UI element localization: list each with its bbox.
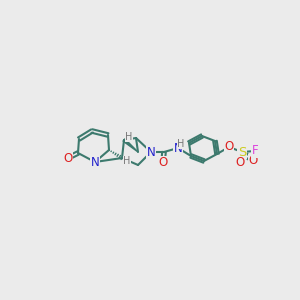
Text: O: O <box>236 157 244 169</box>
Text: N: N <box>174 142 182 155</box>
Text: N: N <box>91 155 99 169</box>
Text: O: O <box>224 140 234 154</box>
Text: O: O <box>63 152 73 164</box>
Text: N: N <box>147 146 155 158</box>
Text: O: O <box>248 154 258 167</box>
Text: H: H <box>125 132 133 142</box>
Text: F: F <box>252 145 258 158</box>
Text: H: H <box>123 156 131 166</box>
Text: O: O <box>158 157 168 169</box>
Text: H: H <box>177 139 185 149</box>
Polygon shape <box>123 139 138 152</box>
Text: S: S <box>238 146 246 158</box>
